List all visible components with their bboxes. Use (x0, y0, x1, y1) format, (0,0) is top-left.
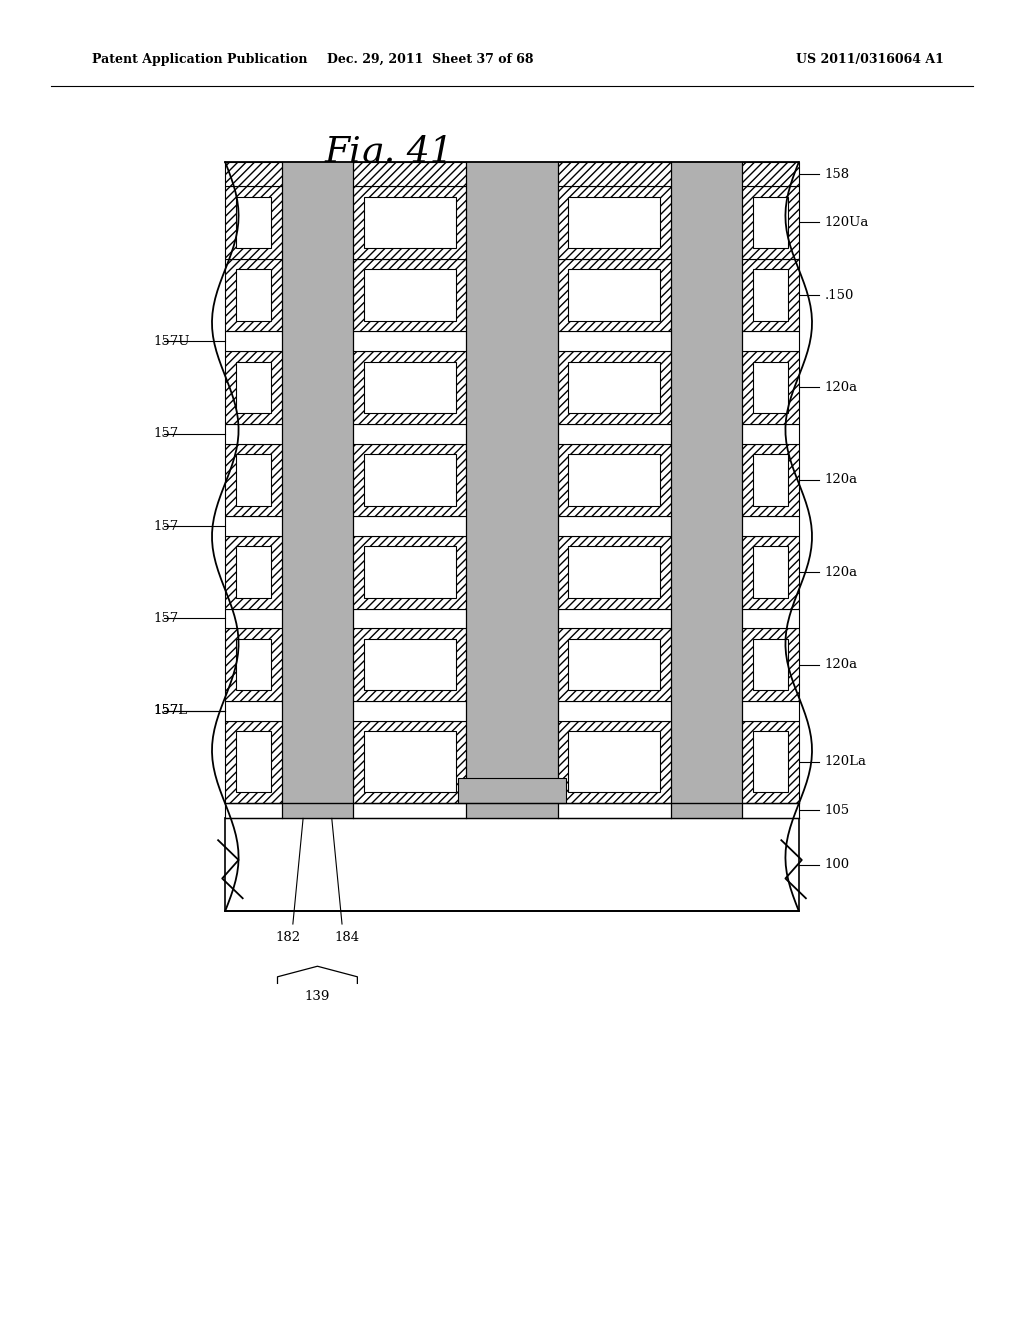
Bar (225, 162, 799, 818)
Text: 120a: 120a (824, 474, 857, 486)
Bar (568, 546, 660, 598)
Bar (225, 351, 799, 424)
Bar (236, 639, 271, 690)
Bar (225, 424, 799, 444)
Text: 182: 182 (275, 931, 300, 944)
Bar (225, 162, 799, 818)
Bar (225, 516, 799, 536)
Bar (568, 269, 660, 321)
Bar (225, 628, 799, 701)
Bar (459, 777, 565, 803)
Bar (753, 197, 788, 248)
Bar (225, 162, 799, 186)
Bar (225, 803, 799, 818)
Bar (753, 731, 788, 792)
Text: 157: 157 (154, 428, 179, 440)
Text: Patent Application Publication: Patent Application Publication (92, 53, 307, 66)
Bar (568, 197, 660, 248)
Bar (753, 269, 788, 321)
Text: 120La: 120La (824, 755, 866, 768)
Bar (282, 162, 353, 818)
Bar (466, 162, 558, 818)
Bar (671, 162, 742, 818)
Text: 120Ua: 120Ua (824, 216, 868, 228)
Text: 100: 100 (824, 858, 850, 871)
Bar (568, 362, 660, 413)
Text: 157: 157 (154, 520, 179, 532)
Bar (364, 546, 456, 598)
Text: Dec. 29, 2011  Sheet 37 of 68: Dec. 29, 2011 Sheet 37 of 68 (327, 53, 534, 66)
Bar (225, 186, 799, 259)
Text: .150: .150 (824, 289, 854, 301)
Bar (225, 721, 799, 803)
Bar (236, 546, 271, 598)
Text: 157: 157 (154, 612, 179, 624)
Bar (568, 639, 660, 690)
Text: US 2011/0316064 A1: US 2011/0316064 A1 (797, 53, 944, 66)
Text: 120a: 120a (824, 659, 857, 671)
Bar (236, 362, 271, 413)
Bar (225, 259, 799, 331)
Bar (753, 546, 788, 598)
Bar (753, 454, 788, 506)
Text: 157L: 157L (154, 705, 187, 717)
Bar (236, 454, 271, 506)
Bar (364, 454, 456, 506)
Bar (225, 818, 799, 911)
Text: 157: 157 (154, 705, 179, 717)
Bar (225, 609, 799, 628)
Bar (568, 731, 660, 792)
Text: 105: 105 (824, 804, 850, 817)
Bar (753, 362, 788, 413)
Bar (364, 269, 456, 321)
Bar (568, 454, 660, 506)
Text: 120a: 120a (824, 566, 857, 578)
Bar (753, 639, 788, 690)
Text: 157U: 157U (154, 335, 190, 347)
Bar (364, 197, 456, 248)
Bar (236, 197, 271, 248)
Bar (364, 639, 456, 690)
Bar (364, 731, 456, 792)
Text: Fig. 41: Fig. 41 (325, 135, 454, 169)
Bar (225, 444, 799, 516)
Bar (225, 536, 799, 609)
Bar (236, 731, 271, 792)
Text: 184: 184 (335, 931, 359, 944)
Text: 158: 158 (824, 168, 850, 181)
Bar (225, 331, 799, 351)
Bar (225, 701, 799, 721)
Text: 120a: 120a (824, 381, 857, 393)
Bar (236, 269, 271, 321)
Bar (364, 362, 456, 413)
Text: 139: 139 (305, 990, 330, 1003)
